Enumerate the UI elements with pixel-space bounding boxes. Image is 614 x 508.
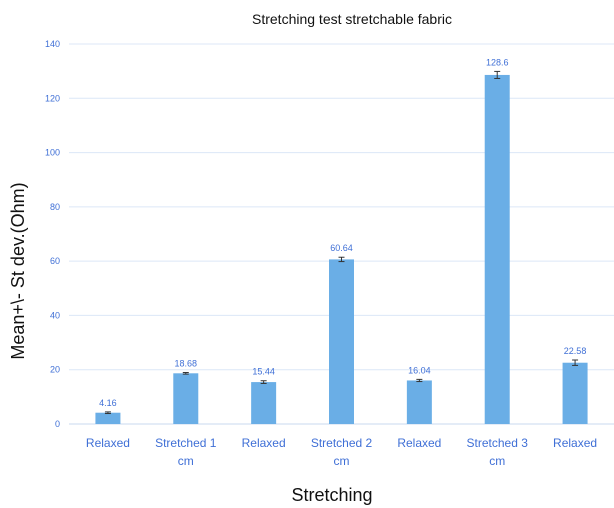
x-tick-label: Relaxed bbox=[553, 436, 597, 450]
data-label: 22.58 bbox=[564, 346, 587, 356]
y-tick-label: 60 bbox=[50, 256, 60, 266]
data-label: 60.64 bbox=[330, 243, 353, 253]
bar bbox=[251, 382, 277, 424]
y-tick-label: 40 bbox=[50, 310, 60, 320]
data-label: 128.6 bbox=[486, 57, 509, 67]
y-tick-label: 20 bbox=[50, 365, 60, 375]
x-tick-labels: Relaxed Stretched 1 cm Relaxed Stretched 2 cm… bbox=[86, 436, 597, 468]
x-axis-title: Stretching bbox=[291, 485, 372, 505]
bar bbox=[329, 259, 354, 424]
y-tick-labels: 0 20 40 60 80 100 120 140 bbox=[45, 39, 60, 429]
x-tick-label: Relaxed bbox=[397, 436, 441, 450]
x-tick-label: Stretched 2 cm bbox=[311, 436, 373, 468]
bar bbox=[484, 74, 510, 424]
bar bbox=[562, 362, 588, 424]
bars: 4.16 18.68 15.44 60.64 16.04 128.6 22.58 bbox=[95, 57, 588, 424]
y-tick-label: 100 bbox=[45, 148, 60, 158]
x-tick-label: Relaxed bbox=[86, 436, 130, 450]
y-tick-label: 80 bbox=[50, 202, 60, 212]
x-tick-label: Stretched 1 cm bbox=[155, 436, 217, 468]
x-tick-label: Relaxed bbox=[242, 436, 286, 450]
data-label: 18.68 bbox=[175, 358, 198, 368]
y-tick-label: 120 bbox=[45, 93, 60, 103]
y-tick-label: 140 bbox=[45, 39, 60, 49]
bar bbox=[406, 380, 432, 424]
y-axis-title: Mean+\- St dev.(Ohm) bbox=[8, 182, 28, 359]
data-label: 16.04 bbox=[408, 365, 431, 375]
x-tick-label: Stretched 3 cm bbox=[467, 436, 529, 468]
bar bbox=[173, 373, 199, 424]
y-tick-label: 0 bbox=[55, 419, 60, 429]
data-label: 15.44 bbox=[252, 367, 275, 377]
chart-title: Stretching test stretchable fabric bbox=[252, 11, 452, 27]
data-label: 4.16 bbox=[99, 398, 117, 408]
bar bbox=[95, 412, 121, 424]
